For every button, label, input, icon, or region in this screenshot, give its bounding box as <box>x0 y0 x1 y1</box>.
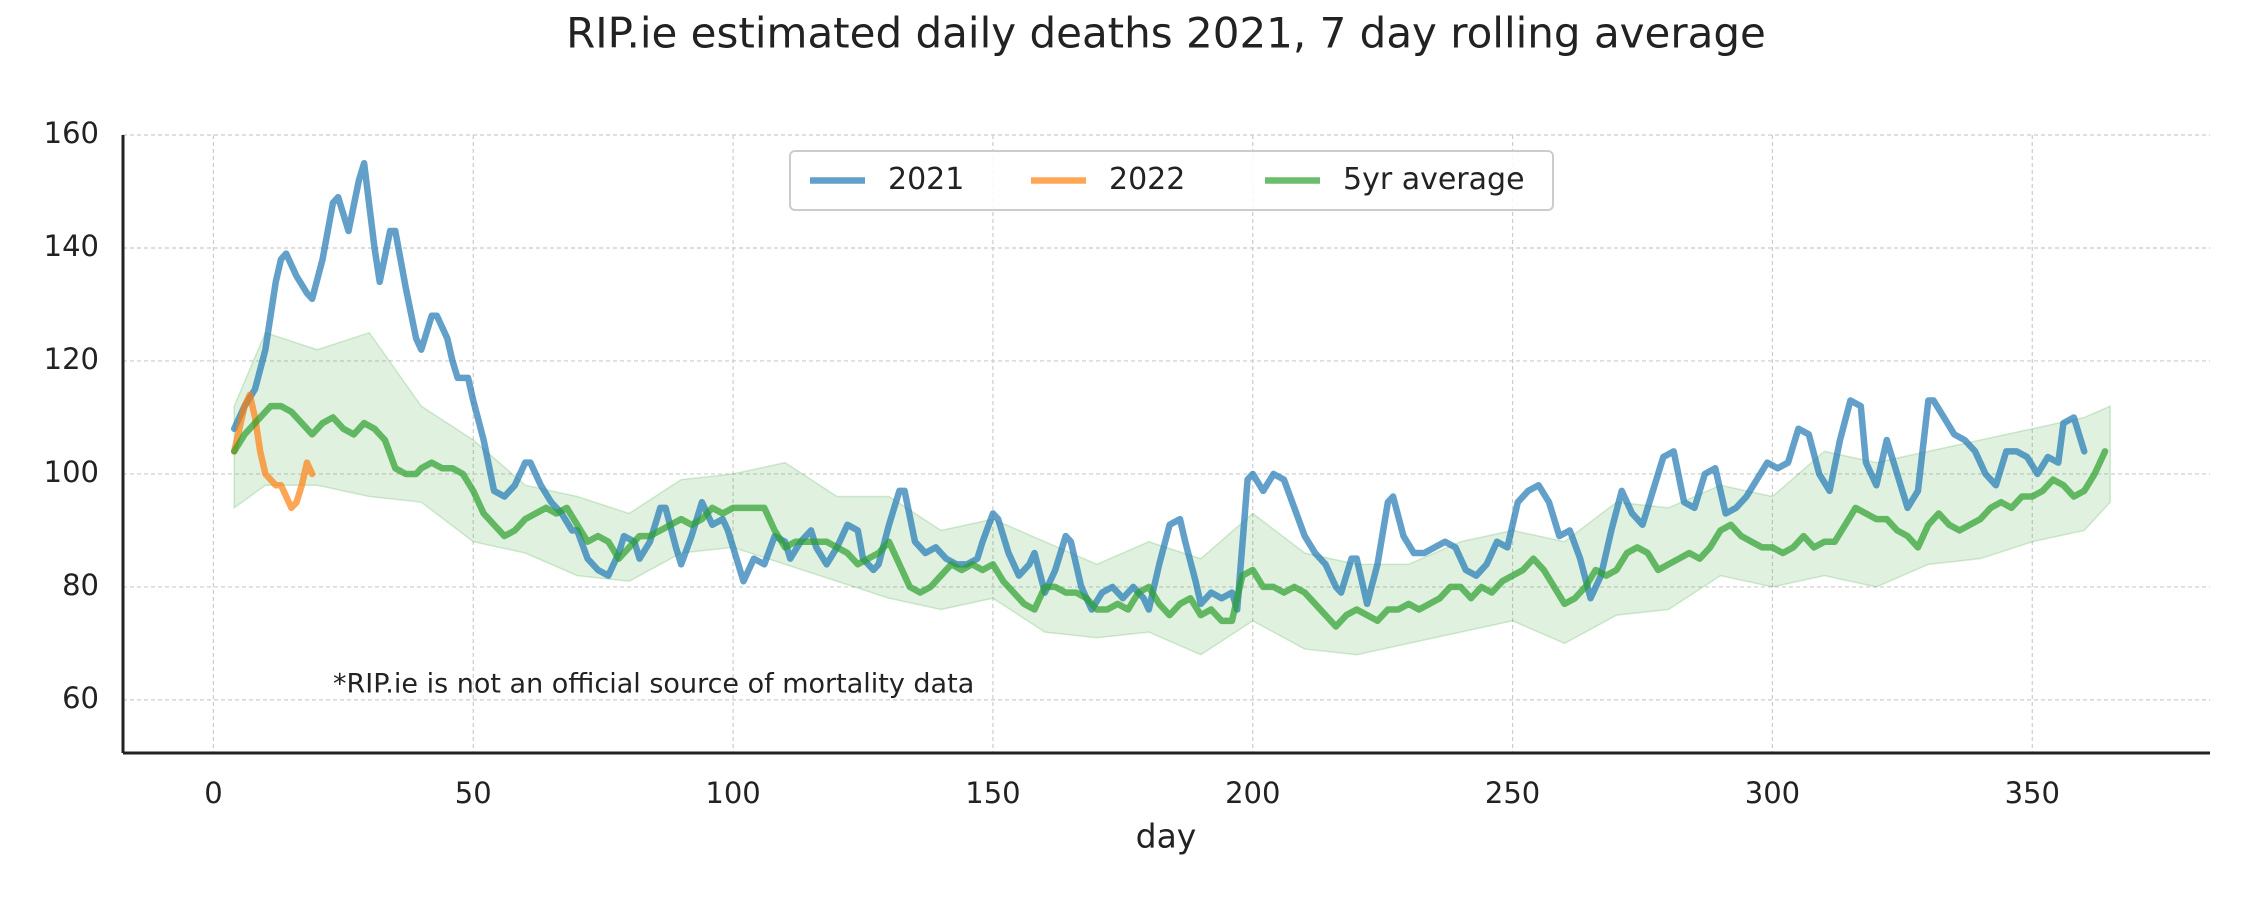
x-tick-label: 100 <box>705 776 760 810</box>
annotation: *RIP.ie is not an official source of mor… <box>333 669 974 700</box>
y-tick-label: 160 <box>44 116 99 150</box>
y-tick-label: 60 <box>62 681 99 715</box>
band <box>233 331 2111 656</box>
x-axis-label: day <box>1136 817 1197 856</box>
y-tick-label: 80 <box>62 568 99 602</box>
line <box>230 159 2088 613</box>
line <box>230 402 2109 630</box>
legend-box <box>789 150 1554 211</box>
x-tick-label: 150 <box>965 776 1020 810</box>
x-tick-label: 350 <box>2005 776 2060 810</box>
legend-label: 5yr average <box>1343 162 1525 197</box>
x-tick-label: 0 <box>204 776 222 810</box>
line <box>230 391 316 512</box>
x-tick-label: 250 <box>1485 776 1540 810</box>
y-tick-label: 120 <box>44 342 99 376</box>
x-tick-label: 300 <box>1745 776 1800 810</box>
y-tick-label: 100 <box>44 455 99 489</box>
legend-label: 2022 <box>1109 162 1185 197</box>
legend-label: 2021 <box>888 162 964 197</box>
chart-title: RIP.ie estimated daily deaths 2021, 7 da… <box>566 9 1766 58</box>
x-tick-label: 50 <box>455 776 492 810</box>
y-tick-label: 140 <box>44 229 99 263</box>
legend: 2021 2022 5yr average <box>789 150 1554 211</box>
x-tick-label: 200 <box>1225 776 1280 810</box>
